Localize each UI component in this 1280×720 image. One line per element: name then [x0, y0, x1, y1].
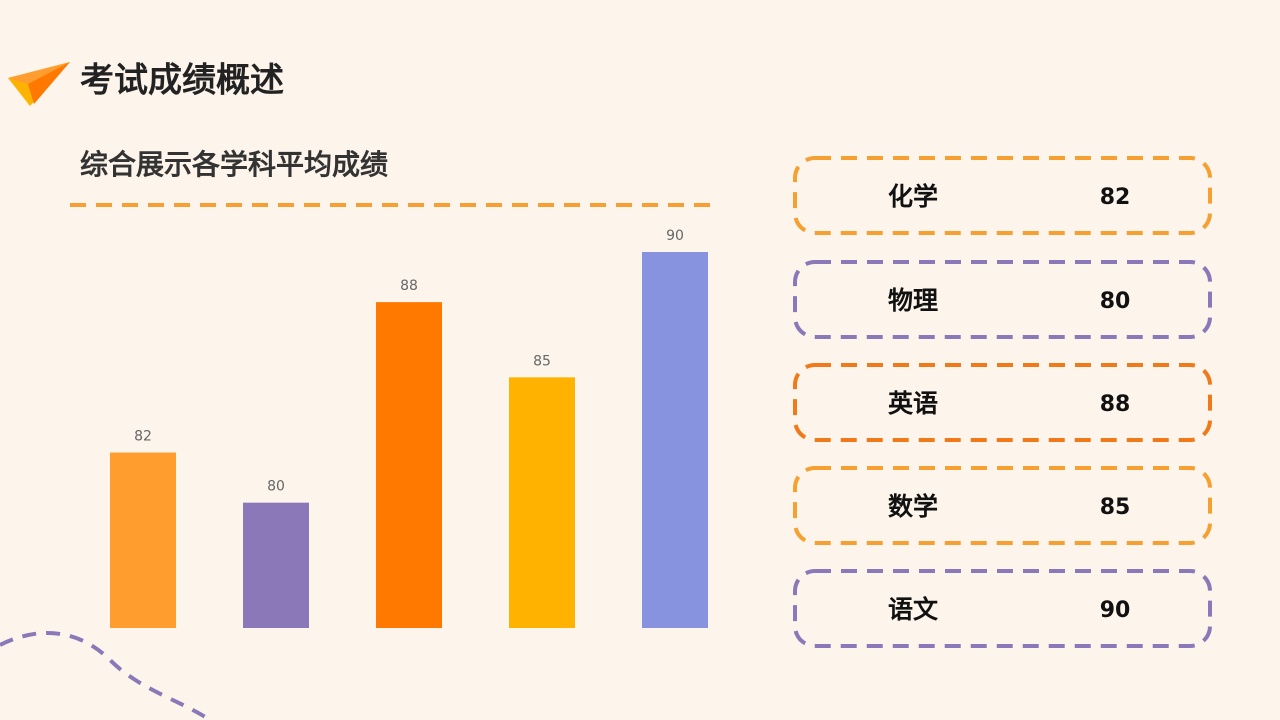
score-box	[793, 466, 1212, 545]
score-box	[793, 156, 1212, 235]
score-box	[793, 363, 1212, 442]
bar	[376, 302, 442, 628]
subject-name: 物理	[888, 286, 938, 315]
value-label: 85	[533, 353, 551, 369]
score-box	[793, 260, 1212, 339]
subject-score: 88	[1100, 392, 1131, 417]
subject-name: 英语	[888, 389, 938, 418]
subject-score: 80	[1100, 289, 1131, 314]
subject-name: 语文	[888, 595, 939, 624]
subject-score: 90	[1100, 598, 1131, 623]
value-label: 82	[134, 429, 152, 445]
value-label: 80	[267, 479, 285, 495]
subtitle: 综合展示各学科平均成绩	[80, 148, 388, 181]
title: 考试成绩概述	[80, 61, 284, 101]
bar	[243, 502, 309, 628]
value-label: 88	[400, 278, 418, 294]
subject-score: 85	[1100, 495, 1131, 520]
bar	[642, 252, 708, 628]
bar	[509, 377, 575, 628]
score-box	[793, 569, 1212, 648]
plane-icon	[8, 62, 70, 106]
bar	[110, 452, 176, 628]
value-label: 90	[666, 228, 684, 244]
subject-name: 数学	[888, 492, 938, 521]
decor-curve	[0, 631, 212, 720]
subject-name: 化学	[888, 182, 938, 211]
subject-score: 82	[1100, 185, 1131, 210]
